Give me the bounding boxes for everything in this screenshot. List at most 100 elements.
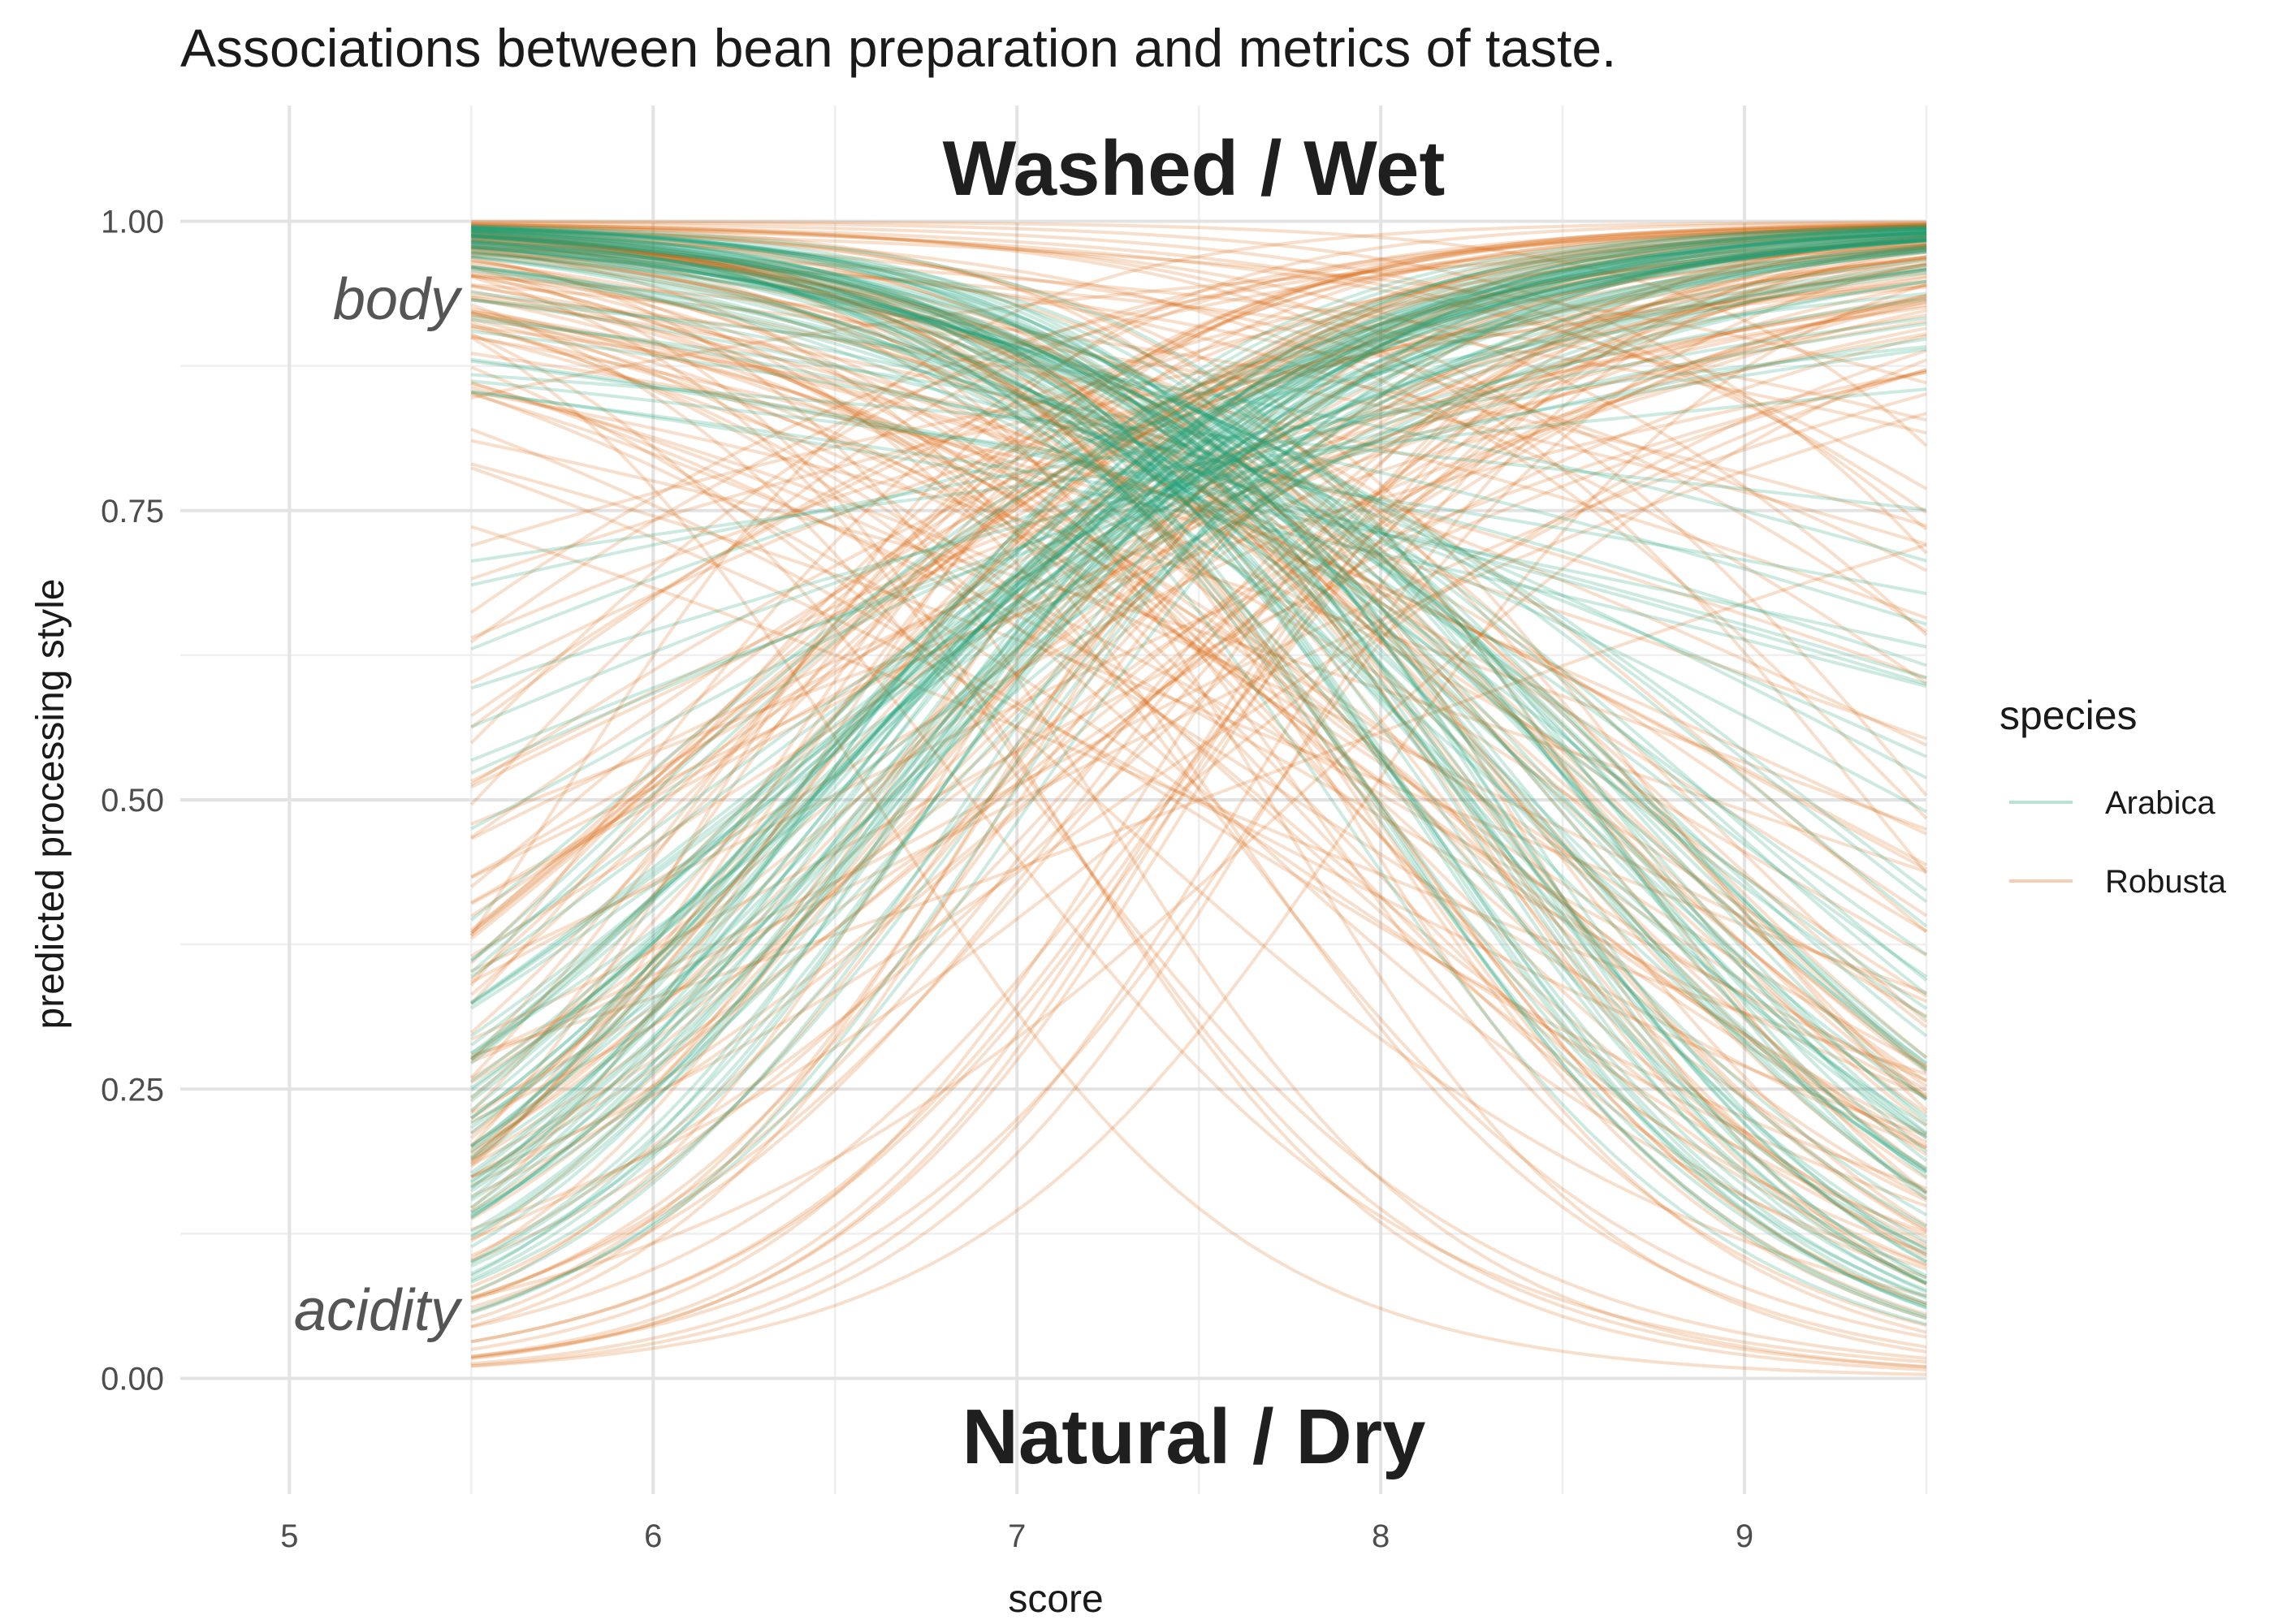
curve-line bbox=[470, 382, 1927, 1082]
curve-line bbox=[471, 234, 1927, 1244]
curve-line bbox=[470, 227, 1927, 1214]
curve-line bbox=[470, 250, 1927, 1047]
curve-line bbox=[470, 242, 1927, 400]
curve-line bbox=[470, 319, 1927, 840]
curve-line bbox=[471, 239, 1927, 1328]
curve-line bbox=[470, 235, 1927, 1148]
curve-line bbox=[471, 243, 1928, 933]
curve-line bbox=[470, 232, 1927, 1217]
curve-line bbox=[470, 255, 1927, 1368]
curve-line bbox=[470, 462, 1927, 995]
curve-line bbox=[470, 247, 1927, 1092]
curve-line bbox=[471, 230, 1927, 1285]
curves-layer bbox=[469, 219, 1928, 1376]
curve-line bbox=[470, 289, 1927, 1150]
curve-line bbox=[471, 222, 1927, 1286]
curve-line bbox=[470, 234, 1927, 1284]
curve-line bbox=[471, 247, 1928, 1073]
curve-line bbox=[471, 239, 1928, 1140]
curve-line bbox=[469, 221, 1927, 1147]
curve-line bbox=[470, 244, 1927, 1149]
curve-line bbox=[470, 229, 1927, 1315]
curve-line bbox=[470, 370, 1927, 973]
curve-line bbox=[471, 238, 1928, 1180]
curve-line bbox=[471, 244, 1927, 1250]
curve-line bbox=[470, 276, 1927, 1084]
curve-line bbox=[470, 313, 1927, 866]
curve-line bbox=[471, 224, 1928, 1201]
y-tick-label: 0.25 bbox=[101, 1072, 164, 1108]
curve-line bbox=[470, 348, 1927, 690]
curve-line bbox=[471, 241, 1928, 1174]
curve-line bbox=[471, 221, 1928, 531]
curve-line bbox=[470, 233, 1927, 1313]
curve-line bbox=[471, 233, 1928, 633]
curve-line bbox=[470, 224, 1927, 1261]
curve-line bbox=[469, 222, 1927, 987]
curve-line bbox=[470, 227, 1927, 1154]
curve-line bbox=[471, 329, 1927, 667]
curve-line bbox=[470, 237, 1927, 1193]
curve-line bbox=[471, 234, 1928, 1101]
curve-line bbox=[470, 246, 1927, 1216]
curve-line bbox=[469, 237, 1927, 962]
curve-line bbox=[470, 266, 1927, 978]
curve-line bbox=[470, 311, 1927, 1148]
curve-line bbox=[470, 297, 1927, 879]
curve-line bbox=[470, 309, 1927, 1018]
curve-line bbox=[470, 248, 1927, 1083]
curve-line bbox=[471, 229, 1928, 1163]
curve-line bbox=[471, 220, 1928, 555]
curve-line bbox=[471, 298, 1927, 814]
curve-line bbox=[471, 226, 1927, 1277]
curve-line bbox=[470, 279, 1927, 1010]
curve-line bbox=[470, 224, 1927, 1199]
curve-line bbox=[470, 310, 1927, 1255]
curve-line bbox=[470, 368, 1927, 1041]
curve-line bbox=[470, 370, 1927, 826]
curve-line bbox=[470, 255, 1927, 1299]
curve-line bbox=[470, 255, 1927, 1147]
annotation-acidity: acidity bbox=[294, 1278, 463, 1343]
curve-line bbox=[470, 438, 1927, 874]
curve-line bbox=[470, 263, 1927, 1152]
curve-line bbox=[471, 235, 1927, 1307]
curve-line bbox=[471, 226, 1927, 1263]
curve-line bbox=[471, 249, 1928, 1156]
curve-line bbox=[470, 294, 1927, 958]
curve-line bbox=[471, 265, 1928, 978]
curve-line bbox=[471, 274, 1927, 528]
curve-line bbox=[470, 296, 1927, 1144]
curve-line bbox=[469, 223, 1927, 1165]
curve-line bbox=[470, 293, 1927, 1241]
curve-line bbox=[470, 386, 1927, 1004]
curve-line bbox=[471, 231, 1927, 1259]
curve-line bbox=[471, 222, 1928, 514]
curve-line bbox=[471, 235, 1928, 1134]
annotation-washed-wet: Washed / Wet bbox=[943, 125, 1446, 212]
curve-line bbox=[471, 391, 1927, 649]
curve-line bbox=[470, 274, 1927, 918]
curve-line bbox=[470, 283, 1927, 1203]
curve-line bbox=[470, 326, 1927, 984]
annotation-body: body bbox=[333, 267, 463, 332]
curve-line bbox=[471, 223, 1928, 637]
curve-line bbox=[471, 229, 1927, 1320]
curve-line bbox=[470, 245, 1927, 922]
curve-line bbox=[471, 298, 1927, 563]
curve-line bbox=[470, 285, 1927, 581]
curve-line bbox=[470, 248, 1927, 935]
curve-line bbox=[469, 231, 1927, 965]
curve-line bbox=[471, 250, 1928, 1139]
curve-line bbox=[471, 242, 1928, 1100]
series-robusta-acidity bbox=[469, 220, 1927, 1368]
curve-line bbox=[470, 275, 1927, 1369]
curve-line bbox=[470, 297, 1927, 1166]
curve-line bbox=[470, 226, 1927, 1328]
x-tick-label: 6 bbox=[644, 1518, 662, 1554]
curve-line bbox=[471, 240, 1928, 1217]
curve-line bbox=[471, 234, 1927, 1326]
curve-line bbox=[470, 300, 1927, 784]
curve-line bbox=[470, 337, 1927, 762]
curve-line bbox=[470, 225, 1927, 1322]
